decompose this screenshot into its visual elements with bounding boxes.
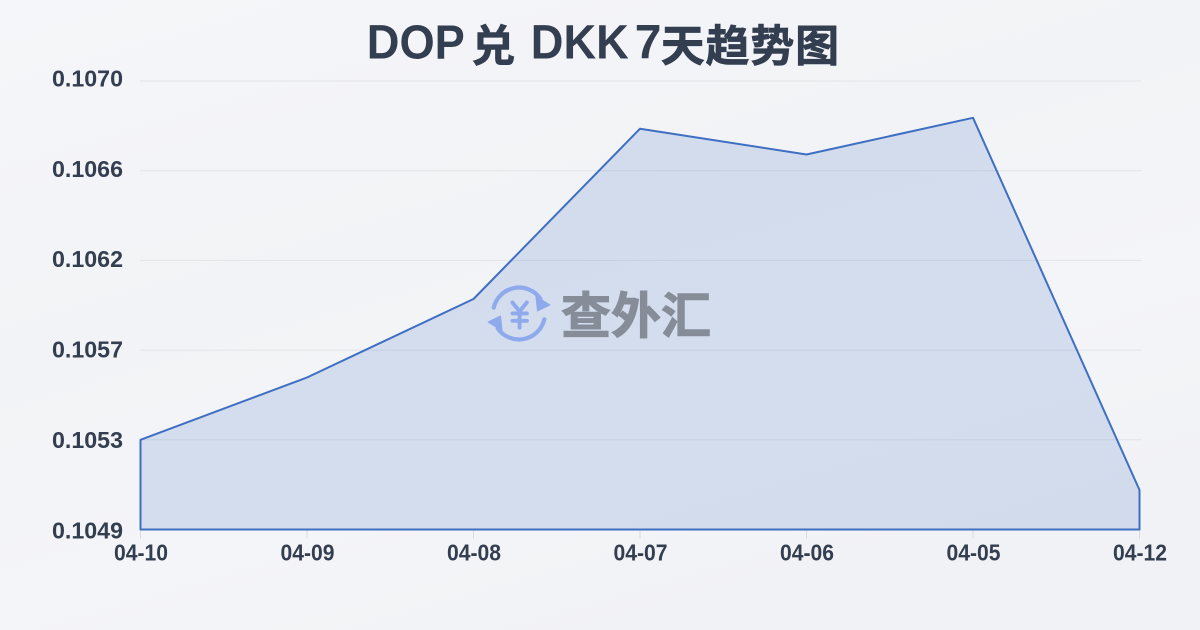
svg-text:0.1053: 0.1053 [52,427,123,453]
svg-text:04-09: 04-09 [281,540,335,566]
svg-text:04-05: 04-05 [947,540,1001,566]
svg-text:0.1066: 0.1066 [52,156,123,182]
svg-text:0.1062: 0.1062 [52,246,123,272]
svg-text:0.1049: 0.1049 [52,517,123,543]
svg-text:04-08: 04-08 [447,540,501,566]
svg-text:04-06: 04-06 [780,540,834,566]
svg-text:DKK: DKK [531,16,629,69]
svg-text:0.1070: 0.1070 [52,65,123,91]
svg-text:04-10: 04-10 [114,540,168,566]
svg-text:04-12: 04-12 [1113,540,1167,566]
svg-text:DOP: DOP [367,16,465,69]
svg-text:7: 7 [635,16,662,69]
svg-text:0.1057: 0.1057 [52,337,123,363]
svg-text:04-07: 04-07 [614,540,668,566]
